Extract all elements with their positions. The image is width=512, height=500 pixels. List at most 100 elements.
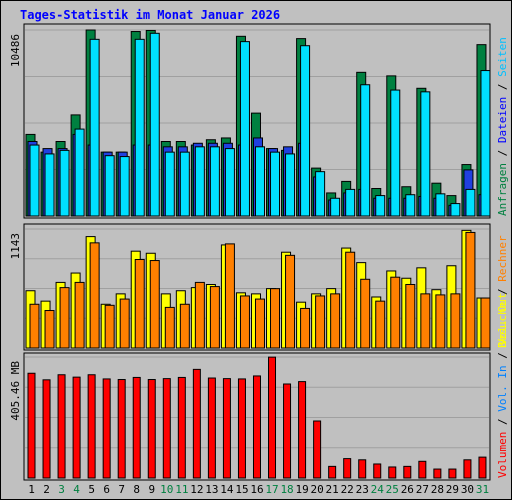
day-label-20: 20	[311, 483, 324, 496]
panel-3: 405.46 MB Volumen / Vol. In / Vol. Out	[9, 293, 509, 481]
day-label-31: 31	[476, 483, 489, 496]
bar-volumen-day-6	[102, 378, 111, 479]
legend-separator: /	[496, 143, 509, 163]
bar-rechner-day-10	[164, 306, 175, 349]
legend-entry: Seiten	[496, 37, 509, 77]
bar-volumen-day-4	[72, 376, 81, 479]
bar-dateien-day-29	[450, 203, 461, 217]
bar-dateien-day-27	[420, 91, 431, 217]
bar-volumen-day-24	[373, 463, 382, 479]
legend-entry: Vol. In	[496, 365, 509, 411]
day-label-21: 21	[326, 483, 339, 496]
legend-separator: /	[496, 346, 509, 366]
bar-dateien-day-18	[285, 153, 296, 217]
day-label-12: 12	[190, 483, 203, 496]
bar-dateien-day-21	[330, 197, 341, 217]
day-label-24: 24	[371, 483, 385, 496]
bar-rechner-day-4	[74, 281, 85, 349]
bar-volumen-day-1	[27, 372, 36, 479]
bar-dateien-day-11	[179, 151, 190, 217]
day-label-29: 29	[446, 483, 459, 496]
legend-entry: Rechner	[496, 235, 509, 282]
bar-volumen-day-12	[192, 368, 201, 479]
day-label-5: 5	[88, 483, 95, 496]
bar-rechner-day-24	[375, 300, 386, 349]
bar-volumen-day-15	[237, 378, 246, 479]
bar-rechner-day-7	[119, 298, 130, 349]
bar-dateien-day-28	[435, 193, 446, 217]
panel-2: 1143 Besuche / Rechner	[9, 223, 509, 351]
series-legend-label: Besuche / Rechner	[496, 235, 509, 348]
bar-volumen-day-25	[388, 466, 397, 479]
bar-volumen-day-13	[207, 377, 216, 479]
series-legend-label: Volumen / Vol. In / Vol. Out	[496, 293, 509, 478]
bar-dateien-day-1	[29, 144, 40, 217]
day-labels-group: 1 2 3 4 5 6 7 8 9 10 11 12 13 14 15 16 17 18 19 20 21 22 23 24 2…	[28, 483, 489, 496]
bar-volumen-day-30	[463, 459, 472, 479]
bar-rechner-day-11	[179, 303, 190, 349]
day-label-9: 9	[148, 483, 155, 496]
y-max-label: 1143	[9, 233, 22, 260]
bar-volumen-day-23	[358, 459, 367, 479]
y-max-label: 405.46 MB	[9, 361, 22, 421]
bar-dateien-day-26	[405, 194, 416, 217]
bar-volumen-day-10	[162, 378, 171, 479]
bar-volumen-day-16	[252, 375, 261, 479]
bar-volumen-day-18	[283, 383, 292, 479]
bar-dateien-day-31	[480, 70, 491, 217]
bar-dateien-day-17	[270, 151, 281, 217]
bar-dateien-day-8	[134, 38, 145, 217]
bar-rechner-day-26	[405, 283, 416, 349]
bar-rechner-day-17	[270, 288, 281, 349]
bar-volumen-day-20	[313, 420, 322, 479]
legend-separator: /	[496, 282, 509, 302]
bar-volumen-day-2	[42, 379, 51, 479]
bar-volumen-day-8	[132, 376, 141, 479]
bar-rechner-day-12	[194, 281, 205, 349]
day-label-26: 26	[401, 483, 414, 496]
bar-dateien-day-3	[59, 149, 70, 217]
bar-rechner-day-23	[360, 278, 371, 349]
bar-volumen-day-14	[222, 378, 231, 479]
bar-rechner-day-19	[300, 307, 311, 349]
day-label-2: 2	[43, 483, 50, 496]
bar-dateien-day-12	[194, 146, 205, 217]
day-label-18: 18	[280, 483, 293, 496]
y-max-label: 10486	[9, 34, 22, 67]
day-label-15: 15	[235, 483, 248, 496]
bar-rechner-day-31	[480, 297, 491, 349]
bar-volumen-day-11	[177, 376, 186, 479]
bar-rechner-day-2	[44, 310, 55, 349]
bar-dateien-day-22	[345, 188, 356, 217]
day-label-30: 30	[461, 483, 474, 496]
bar-rechner-day-8	[134, 259, 145, 349]
panels-group: 10486 Anfragen / Dateien / Seiten 1143 Besu…	[9, 23, 509, 481]
bar-dateien-day-7	[119, 156, 130, 217]
bar-dateien-day-14	[224, 148, 235, 217]
bar-rechner-day-29	[450, 293, 461, 349]
day-label-14: 14	[220, 483, 234, 496]
day-label-23: 23	[356, 483, 369, 496]
bar-volumen-day-5	[87, 374, 96, 479]
bar-rechner-day-13	[209, 286, 220, 349]
bar-dateien-day-13	[209, 146, 220, 217]
bar-rechner-day-15	[239, 295, 250, 349]
bar-dateien-day-16	[254, 146, 265, 217]
day-label-25: 25	[386, 483, 399, 496]
bar-dateien-day-30	[465, 188, 476, 217]
day-label-1: 1	[28, 483, 35, 496]
bar-rechner-day-21	[330, 293, 341, 349]
bar-rechner-day-1	[29, 303, 40, 349]
chart-title: Tages-Statistik im Monat Januar 2026	[20, 8, 280, 22]
bar-volumen-day-26	[403, 465, 412, 479]
bar-rechner-day-9	[149, 260, 160, 349]
bar-dateien-day-23	[360, 84, 371, 217]
day-label-7: 7	[118, 483, 125, 496]
bar-rechner-day-3	[59, 287, 70, 349]
bar-rechner-day-5	[89, 242, 100, 349]
day-label-27: 27	[416, 483, 429, 496]
bar-rechner-day-14	[224, 243, 235, 349]
bar-volumen-day-29	[448, 468, 457, 479]
bar-volumen-day-31	[478, 456, 487, 479]
